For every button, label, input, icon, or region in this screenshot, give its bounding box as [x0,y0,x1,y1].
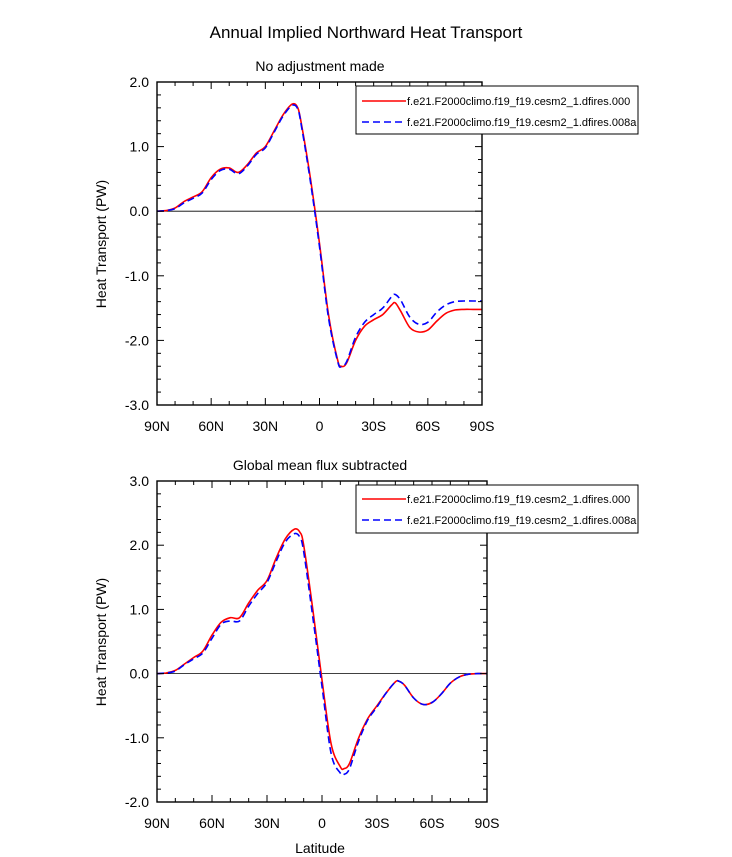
x-tick-label: 30N [252,418,278,434]
panel-bottom-ylabel: Heat Transport (PW) [93,578,109,706]
panel-top: No adjustment made Heat Transport (PW) 2… [93,58,639,434]
legend-bottom-box [355,484,639,534]
y-tick-label: -2.0 [125,332,149,348]
x-tick-label: 90N [144,418,170,434]
x-tick-label: 60N [199,815,225,831]
panel-bottom-title: Global mean flux subtracted [233,457,407,473]
x-tick-label: 90S [475,815,500,831]
y-tick-label: 0.0 [130,203,150,219]
y-tick-label: 0.0 [130,666,150,682]
x-tick-label: 0 [318,815,326,831]
legend-top: f.e21.F2000climo.f19_f19.cesm2_1.dfires.… [355,85,639,135]
x-tick-label: 0 [316,418,324,434]
legend-top-label-a: f.e21.F2000climo.f19_f19.cesm2_1.dfires.… [407,96,630,108]
plot-area-top: 2.0 1.0 0.0 -1.0 -2.0 -3.0 90N 60N 30N 0 30S 60S 90S [125,74,495,434]
x-tick-label: 90S [470,418,495,434]
x-tick-label: 60N [198,418,224,434]
y-tick-label: 3.0 [130,473,150,489]
x-tick-label: 90N [144,815,170,831]
y-tick-label: 1.0 [130,139,150,155]
y-tick-label: 1.0 [130,601,150,617]
y-tick-label: -2.0 [125,794,149,810]
y-tick-label: -1.0 [125,268,149,284]
series-line-case-a [156,102,482,368]
y-tick-label: -3.0 [125,397,149,413]
x-tick-label: 60S [415,418,440,434]
legend-top-label-b: f.e21.F2000climo.f19_f19.cesm2_1.dfires.… [407,117,637,129]
legend-bottom-label-a: f.e21.F2000climo.f19_f19.cesm2_1.dfires.… [407,494,630,506]
y-tick-label: 2.0 [130,74,150,90]
legend-bottom: f.e21.F2000climo.f19_f19.cesm2_1.dfires.… [355,484,639,534]
panel-bottom-xlabel: Latitude [295,840,345,856]
x-tick-label: 30S [361,418,386,434]
panel-top-title: No adjustment made [255,58,384,74]
x-tick-label: 30N [254,815,280,831]
legend-bottom-label-b: f.e21.F2000climo.f19_f19.cesm2_1.dfires.… [407,515,637,527]
series-line-case-b [156,532,488,777]
x-tick-label: 30S [365,815,390,831]
y-tick-label: -1.0 [125,730,149,746]
plot-area-bottom: 3.0 2.0 1.0 0.0 -1.0 -2.0 90N 60N 30N 0 30S 60S 90S [125,473,500,831]
y-tick-label: 2.0 [130,537,150,553]
panel-top-ylabel: Heat Transport (PW) [93,180,109,308]
legend-top-box [355,85,639,135]
x-tick-label: 60S [420,815,445,831]
series-line-case-b [156,104,482,368]
figure-title: Annual Implied Northward Heat Transport [210,23,523,42]
panel-bottom: Global mean flux subtracted Heat Transpo… [93,457,639,856]
